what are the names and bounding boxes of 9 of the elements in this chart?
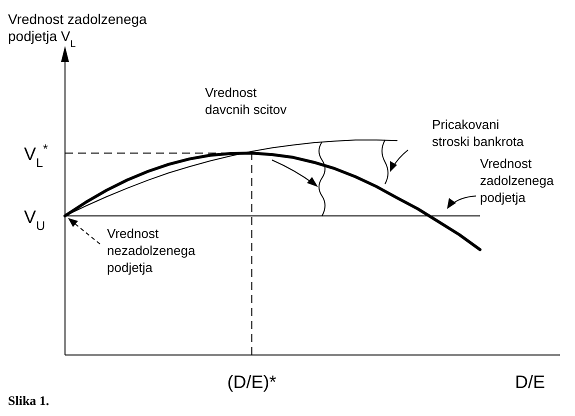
annotation: Pricakovani stroski bankrota — [432, 117, 525, 149]
ref-line-label: V$_{U}$ — [24, 206, 46, 233]
annotation: Vrednost nezadolzenega podjetja — [107, 226, 196, 275]
text: Vrednost zadolzenega podjetja V$_{L}$ — [8, 11, 148, 50]
text: Vrednost davcnih scitov — [205, 85, 288, 117]
text: (D/E)* — [227, 372, 276, 392]
annotation: Vrednost zadolzenega podjetja — [480, 156, 554, 205]
text: Slika 1. — [8, 393, 50, 408]
x-axis-title: D/E — [514, 372, 546, 392]
